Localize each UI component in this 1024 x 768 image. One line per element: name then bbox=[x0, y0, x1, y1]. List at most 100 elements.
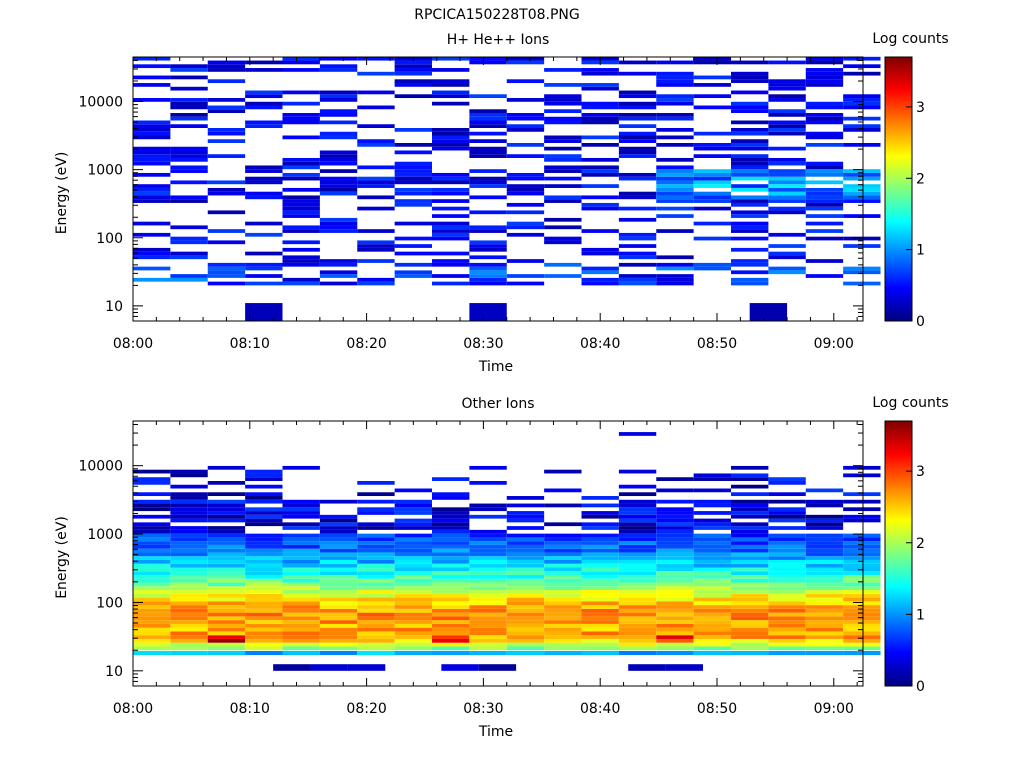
heatmap-cell bbox=[394, 526, 433, 530]
heatmap-cell bbox=[843, 593, 881, 598]
heatmap-cell bbox=[432, 638, 470, 643]
heatmap-cell bbox=[432, 623, 470, 628]
heatmap-cell bbox=[432, 172, 470, 177]
heatmap-cell bbox=[618, 593, 657, 598]
heatmap-cell bbox=[357, 124, 395, 129]
heatmap-cell bbox=[469, 612, 507, 617]
heatmap-cell bbox=[805, 488, 844, 493]
heatmap-cell bbox=[432, 556, 470, 560]
heatmap-cell bbox=[805, 75, 844, 80]
plot-frame bbox=[132, 420, 864, 687]
heatmap-cell bbox=[731, 563, 769, 568]
heatmap-cell bbox=[618, 277, 657, 282]
heatmap-cell bbox=[618, 135, 657, 140]
heatmap-cell bbox=[506, 605, 545, 609]
heatmap-cell bbox=[432, 79, 470, 84]
heatmap-cell bbox=[245, 221, 283, 226]
heatmap-cell bbox=[245, 94, 283, 99]
heatmap-cell bbox=[394, 582, 433, 587]
heatmap-cell bbox=[282, 526, 320, 530]
heatmap-cell bbox=[618, 567, 657, 572]
heatmap-cell bbox=[170, 548, 208, 553]
heatmap-cell bbox=[133, 620, 171, 624]
heatmap-cell bbox=[394, 274, 433, 278]
heatmap-cell bbox=[656, 522, 694, 527]
heatmap-cell bbox=[843, 631, 881, 636]
x-tick-label: 08:40 bbox=[580, 701, 620, 717]
heatmap-cell bbox=[544, 169, 582, 173]
heatmap-cell bbox=[394, 83, 433, 87]
heatmap-cell bbox=[394, 638, 433, 643]
heatmap-cell bbox=[805, 169, 844, 173]
heatmap-cell bbox=[618, 71, 657, 76]
heatmap-cell bbox=[693, 142, 732, 147]
heatmap-cell bbox=[805, 135, 844, 140]
heatmap-cell bbox=[207, 605, 246, 609]
heatmap-cell bbox=[731, 544, 769, 549]
heatmap-cell bbox=[506, 113, 545, 117]
heatmap-cell bbox=[282, 552, 320, 557]
heatmap-cell bbox=[618, 590, 657, 594]
heatmap-cell bbox=[656, 262, 694, 267]
heatmap-cell bbox=[731, 556, 769, 560]
heatmap-cell bbox=[693, 526, 732, 530]
heatmap-cell bbox=[357, 578, 395, 583]
heatmap-cell bbox=[618, 522, 657, 527]
heatmap-cell bbox=[506, 496, 545, 500]
heatmap-cell bbox=[469, 567, 507, 572]
heatmap-cell bbox=[581, 590, 619, 594]
heatmap-cell bbox=[133, 650, 171, 656]
heatmap-cell bbox=[731, 236, 769, 241]
heatmap-cell bbox=[656, 116, 694, 121]
heatmap-cell bbox=[170, 578, 208, 583]
heatmap-cell bbox=[133, 161, 171, 166]
heatmap-cell bbox=[805, 236, 844, 241]
heatmap-cell bbox=[319, 597, 358, 602]
colorbar-tick-label: 2 bbox=[916, 536, 925, 552]
heatmap-cell bbox=[170, 116, 208, 121]
heatmap-cell bbox=[319, 281, 358, 286]
heatmap-cell bbox=[618, 195, 657, 200]
heatmap-cell bbox=[170, 157, 208, 162]
heatmap-cell bbox=[133, 627, 171, 632]
heatmap-cell bbox=[282, 548, 320, 553]
heatmap-cell bbox=[693, 195, 732, 200]
heatmap-cell bbox=[768, 169, 806, 173]
heatmap-cell bbox=[432, 559, 470, 564]
heatmap-cell bbox=[207, 650, 246, 656]
heatmap-cell bbox=[618, 642, 657, 647]
heatmap-cell bbox=[469, 120, 507, 125]
heatmap-cell bbox=[432, 635, 470, 639]
heatmap-cell bbox=[170, 195, 208, 200]
heatmap-cell bbox=[618, 518, 657, 523]
heatmap-cell bbox=[357, 612, 395, 617]
heatmap-cell bbox=[693, 60, 732, 65]
heatmap-cell bbox=[394, 593, 433, 598]
heatmap-cell bbox=[731, 552, 769, 557]
heatmap-cell bbox=[357, 507, 395, 512]
heatmap-cell bbox=[357, 244, 395, 248]
figure-title: RPCICA150228T08.PNG bbox=[414, 7, 579, 23]
heatmap-cell bbox=[693, 83, 732, 87]
heatmap-cell bbox=[618, 514, 657, 519]
heatmap-cell bbox=[843, 94, 881, 99]
heatmap-cell bbox=[282, 135, 320, 140]
heatmap-cell bbox=[805, 526, 844, 530]
heatmap-cell bbox=[693, 601, 732, 606]
heatmap-cell bbox=[693, 593, 732, 598]
heatmap-cell bbox=[544, 590, 582, 594]
heatmap-cell bbox=[357, 537, 395, 542]
heatmap-cell bbox=[581, 120, 619, 125]
heatmap-cell bbox=[768, 623, 806, 628]
heatmap-cell bbox=[731, 270, 769, 275]
heatmap-cell bbox=[768, 157, 806, 162]
heatmap-cell bbox=[731, 616, 769, 621]
heatmap-cell bbox=[394, 511, 433, 515]
heatmap-cell bbox=[843, 518, 881, 523]
heatmap-cell bbox=[656, 544, 694, 549]
heatmap-cell bbox=[544, 146, 582, 151]
heatmap-cell bbox=[731, 533, 769, 538]
heatmap-cell bbox=[357, 548, 395, 553]
heatmap-cell bbox=[469, 548, 507, 553]
heatmap-cell bbox=[282, 68, 320, 72]
